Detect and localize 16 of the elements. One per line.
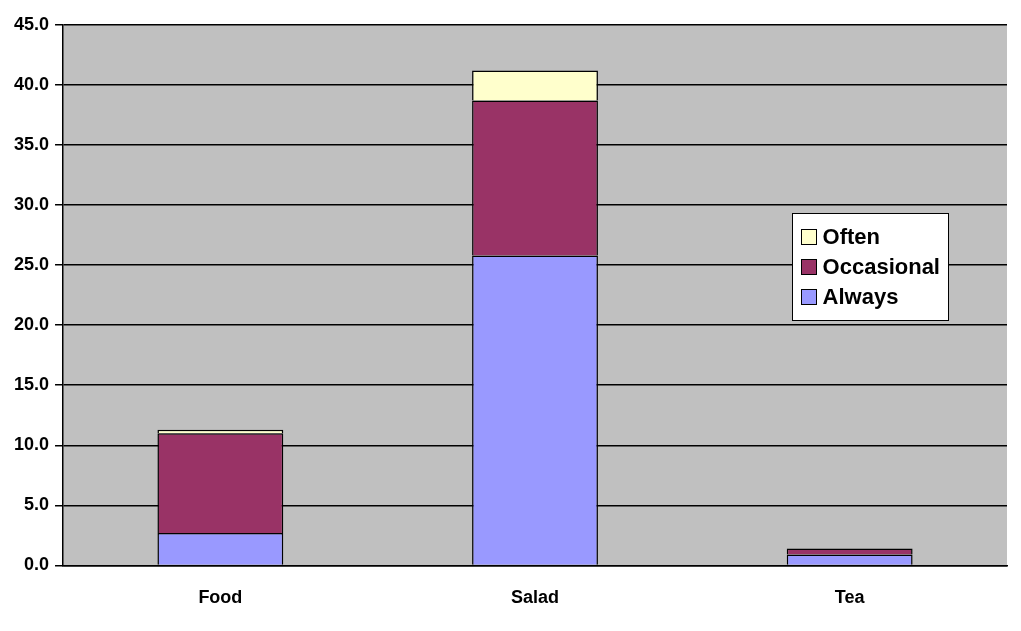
y-tick-label: 20.0 (13, 314, 50, 335)
x-tick-label: Salad (511, 587, 560, 608)
y-tick-label: 5.0 (24, 494, 50, 515)
x-tick-label: Food (198, 587, 243, 608)
legend-label: Often (822, 224, 881, 251)
legend-label: Always (822, 284, 899, 311)
y-tick-label: 45.0 (13, 13, 50, 34)
y-tick-label: 35.0 (13, 133, 50, 154)
y-tick-label: 10.0 (13, 434, 50, 455)
y-tick-label: 40.0 (13, 73, 50, 94)
y-tick-label: 30.0 (13, 193, 50, 214)
legend-label: Occasional (822, 254, 940, 281)
y-tick-label: 25.0 (13, 254, 50, 275)
y-tick-label: 15.0 (13, 374, 50, 395)
x-tick-label: Tea (834, 587, 866, 608)
y-tick-label: 0.0 (24, 554, 50, 575)
